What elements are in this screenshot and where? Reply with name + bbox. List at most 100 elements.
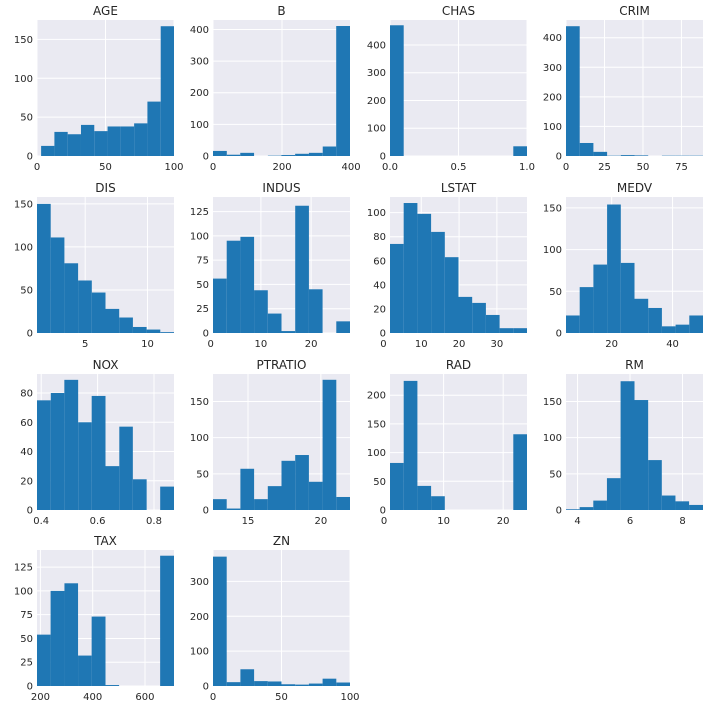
histogram-bar	[226, 240, 241, 333]
x-tick-label: 20	[497, 516, 510, 527]
x-tick-label: 20	[605, 339, 618, 350]
histogram-bar	[620, 155, 635, 156]
y-tick-label: 25	[20, 658, 33, 669]
y-tick-label: 100	[14, 242, 33, 253]
histogram-bar	[322, 678, 337, 686]
histogram-bar	[661, 326, 676, 333]
y-tick-label: 25	[196, 304, 209, 315]
histogram-bar	[160, 486, 174, 510]
histogram-bar	[254, 290, 268, 333]
y-tick-label: 200	[190, 612, 209, 623]
y-tick-label: 0	[27, 152, 33, 163]
x-tick-label: 0	[210, 692, 216, 703]
histogram-bar	[513, 328, 527, 333]
x-tick-label: 10	[255, 339, 268, 350]
histogram-bar	[675, 501, 690, 510]
histogram-bar	[390, 462, 404, 510]
histogram-bar	[119, 317, 133, 333]
histogram-bar	[689, 315, 703, 333]
histogram-bar	[513, 146, 527, 156]
y-tick-label: 300	[190, 577, 209, 588]
y-tick-label: 200	[367, 391, 386, 402]
histogram-bar	[160, 555, 174, 686]
y-tick-label: 0	[380, 506, 386, 517]
histogram-bar	[54, 131, 68, 156]
panel-title: TAX	[93, 534, 117, 548]
x-tick-label: 0	[34, 162, 40, 173]
histogram-bar	[593, 264, 608, 333]
histogram-bar	[458, 296, 473, 333]
histogram-bar	[80, 124, 95, 156]
histogram-bar	[281, 684, 296, 686]
y-tick-label: 100	[367, 208, 386, 219]
histogram-bar	[648, 460, 662, 510]
histogram-bar	[417, 485, 432, 510]
panel-title: NOX	[93, 358, 119, 372]
y-tick-label: 60	[20, 418, 33, 429]
x-tick-label: 10	[141, 339, 154, 350]
histogram-bar	[661, 495, 676, 510]
panel-nox: NOX 0.4 0.6 0.8 0 20 40 60 80	[20, 358, 174, 527]
panel-title: CHAS	[442, 4, 475, 18]
histogram-bar	[78, 422, 92, 510]
x-tick-label: 4	[574, 516, 580, 527]
y-tick-label: 200	[543, 92, 562, 103]
y-tick-label: 150	[543, 397, 562, 408]
histogram-bar	[132, 479, 147, 510]
histogram-bar	[308, 289, 323, 333]
histogram-bar	[105, 466, 120, 510]
y-tick-label: 100	[190, 231, 209, 242]
x-tick-label: 1.0	[519, 162, 535, 173]
histogram-bar	[295, 205, 309, 333]
x-tick-label: 50	[99, 162, 112, 173]
histogram-bar	[513, 434, 527, 510]
histogram-bar	[606, 478, 621, 510]
y-tick-label: 100	[543, 433, 562, 444]
histogram-bar	[295, 153, 309, 156]
histogram-bar	[295, 684, 309, 686]
panel-tax: TAX 200 400 600 0 25 50 75 100 125	[14, 534, 174, 703]
y-tick-label: 100	[190, 120, 209, 131]
histogram-bar	[267, 486, 282, 510]
histogram-bar	[226, 154, 241, 156]
histogram-bar	[160, 332, 174, 333]
histogram-bar	[566, 315, 580, 333]
y-tick-label: 100	[543, 245, 562, 256]
x-tick-label: 15	[242, 516, 255, 527]
y-tick-label: 40	[373, 280, 386, 291]
histogram-bar	[281, 460, 296, 510]
panel-title: INDUS	[262, 181, 300, 195]
x-tick-label: 0.5	[451, 162, 467, 173]
histogram-bar	[91, 395, 106, 510]
histogram-bar	[267, 313, 282, 333]
histogram-bar	[132, 326, 147, 333]
y-tick-label: 20	[20, 476, 33, 487]
panel-title: AGE	[93, 4, 118, 18]
y-tick-label: 150	[14, 199, 33, 210]
y-tick-label: 0	[556, 329, 562, 340]
x-tick-label: 5	[82, 339, 88, 350]
x-tick-label: 0	[563, 162, 569, 173]
histogram-bar	[146, 329, 161, 333]
histogram-bar	[689, 504, 703, 510]
y-tick-label: 80	[20, 389, 33, 400]
x-tick-label: 0	[210, 162, 216, 173]
x-tick-label: 600	[135, 692, 154, 703]
histogram-bar	[579, 142, 594, 156]
histogram-bar	[390, 25, 404, 156]
histogram-bar	[105, 308, 120, 333]
histogram-bar	[675, 324, 690, 333]
histogram-bar	[94, 131, 108, 156]
x-tick-label: 100	[164, 162, 183, 173]
y-tick-label: 0	[380, 152, 386, 163]
y-tick-label: 0	[203, 329, 209, 340]
histogram-bar	[620, 381, 635, 510]
histogram-bar	[308, 481, 323, 510]
panel-title: LSTAT	[441, 181, 477, 195]
y-tick-label: 100	[14, 74, 33, 85]
x-tick-label: 10	[415, 339, 428, 350]
y-tick-label: 100	[190, 433, 209, 444]
y-tick-label: 0	[27, 506, 33, 517]
y-tick-label: 150	[190, 397, 209, 408]
